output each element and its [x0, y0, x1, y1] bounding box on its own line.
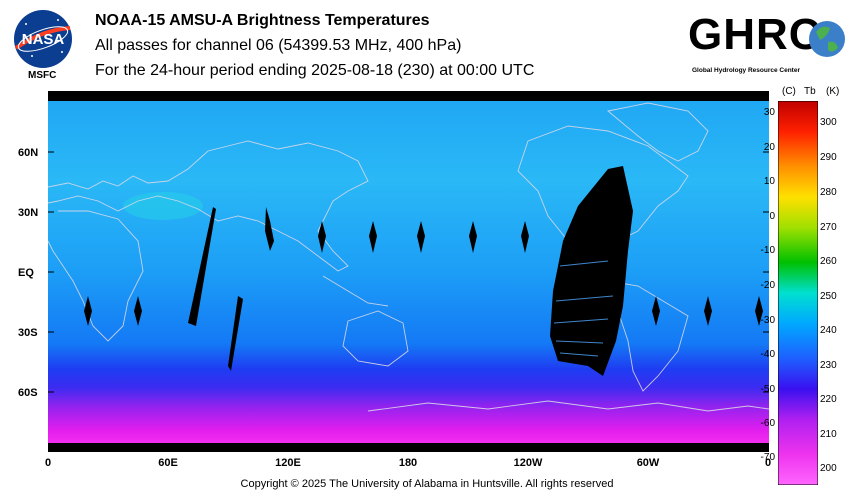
colorbar-tick-k: 220	[820, 394, 837, 405]
swath-gap	[84, 296, 92, 326]
no-data-band-north	[48, 91, 769, 101]
colorbar-tick-c: -50	[760, 384, 775, 395]
main-swath-gap	[550, 166, 633, 376]
lat-label-60s: 60S	[18, 387, 38, 399]
colorbar-tick-c: -40	[760, 349, 775, 360]
ghrc-wordmark: GHRC	[688, 10, 822, 59]
copyright-notice: Copyright © 2025 The University of Alaba…	[240, 478, 614, 490]
msfc-label: MSFC	[28, 70, 57, 81]
lon-label-0: 0	[44, 457, 52, 469]
swath-gap	[469, 221, 477, 253]
globe-icon	[809, 21, 845, 57]
map-background	[48, 91, 769, 452]
swath-gap	[521, 221, 529, 253]
swath-gap	[417, 221, 425, 253]
swath-gap	[265, 207, 274, 251]
colorbar-tick-k: 270	[820, 222, 837, 233]
no-data-band-south	[48, 443, 769, 452]
colorbar-unit-tb: Tb	[804, 86, 816, 97]
lat-label-60n: 60N	[18, 147, 39, 159]
colorbar-tick-c: -10	[760, 245, 775, 256]
colorbar-tick-c: 20	[763, 142, 775, 153]
colorbar-tick-c: -60	[760, 418, 775, 429]
colorbar-tick-k: 280	[820, 187, 837, 198]
swath-gap	[652, 296, 660, 326]
colorbar-unit-celsius: (C)	[782, 86, 796, 97]
colorbar-tick-k: 250	[820, 291, 837, 302]
colorbar-tick-k: 200	[820, 463, 837, 474]
lat-label-30s: 30S	[18, 327, 38, 339]
swath-streaks	[553, 260, 614, 357]
warm-region	[123, 192, 203, 220]
coastlines	[48, 102, 769, 412]
colorbar-gradient	[777, 100, 819, 486]
colorbar-tick-c: -30	[760, 315, 775, 326]
swath-gaps	[84, 166, 763, 376]
colorbar-tick-k: 230	[820, 360, 837, 371]
ghrc-logo: GHRC Global Hydrology Resource Center	[688, 10, 848, 80]
lat-label-eq: EQ	[18, 267, 34, 279]
map-ticks	[48, 151, 769, 393]
lon-label-120e: 120E	[275, 457, 301, 469]
period-subtitle: For the 24-hour period ending 2025-08-18…	[95, 62, 535, 79]
lon-label-60e: 60E	[158, 457, 178, 469]
colorbar-tick-k: 210	[820, 429, 837, 440]
colorbar-tick-k: 240	[820, 325, 837, 336]
swath-gap	[369, 221, 377, 253]
colorbar-tick-k: 260	[820, 256, 837, 267]
lon-label-60w: 60W	[636, 457, 660, 469]
swath-gap	[134, 296, 142, 326]
ghrc-subtitle: Global Hydrology Resource Center	[692, 67, 800, 74]
swath-gap	[704, 296, 712, 326]
swath-gap	[228, 296, 243, 371]
lat-label-30n: 30N	[18, 207, 39, 219]
colorbar-tick-k: 290	[820, 152, 837, 163]
map-title: NOAA-15 AMSU-A Brightness Temperatures	[95, 12, 430, 29]
lon-label-0-east: 0	[764, 457, 772, 469]
colorbar-tick-c: 30	[763, 107, 775, 118]
swath-gap	[318, 221, 326, 253]
svg-text:NASA: NASA	[22, 31, 65, 48]
brightness-temperature-map	[48, 91, 769, 452]
colorbar-tick-c: -20	[760, 280, 775, 291]
nasa-logo: NASA	[12, 8, 74, 70]
colorbar-tick-c: -70	[760, 452, 775, 463]
colorbar-tick-c: 10	[763, 176, 775, 187]
colorbar-unit-kelvin: (K)	[826, 86, 840, 97]
colorbar-tick-c: 0	[769, 211, 775, 222]
colorbar	[777, 100, 819, 486]
channel-subtitle: All passes for channel 06 (54399.53 MHz,…	[95, 37, 462, 54]
lon-label-120w: 120W	[513, 457, 543, 469]
swath-gap	[188, 207, 216, 326]
colorbar-tick-k: 300	[820, 117, 837, 128]
lon-label-180: 180	[398, 457, 418, 469]
swath-gap	[755, 296, 763, 326]
